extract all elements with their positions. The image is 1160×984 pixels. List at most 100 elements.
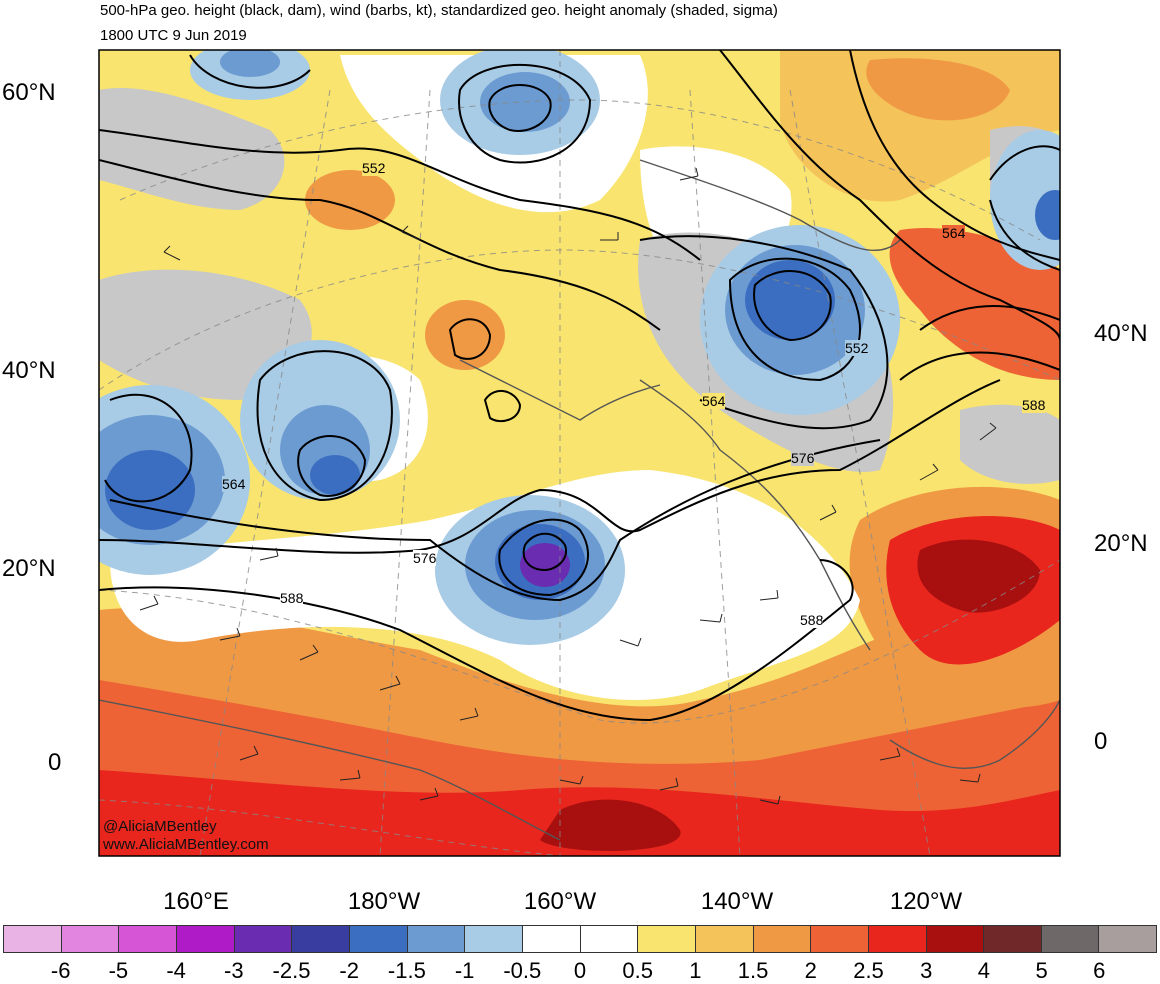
colorbar-label: 5 [1035,958,1048,983]
contour-east-ridge-2 [899,351,1060,381]
lon-label: 160°W [523,888,597,915]
contour-label: 588 [800,612,824,628]
colorbar-swatch [868,926,927,952]
colorbar-label: 3 [920,958,933,983]
contour-west-low [104,393,193,503]
lat-label-right: 0 [1094,728,1108,755]
anomaly-low-pacific-core [520,543,570,587]
colorbar [3,925,1157,953]
contour-label: 552 [845,340,869,356]
colorbar-label: -2.5 [272,958,311,983]
colorbar-label: 0 [573,958,587,983]
anomaly-nw-orange [866,58,1010,121]
colorbar-swatch [753,926,812,952]
contour-chukotka-low [448,318,492,360]
colorbar-swatch [580,926,639,952]
colorbar-swatch [1099,926,1157,952]
anomaly-low-west-core [105,450,195,530]
colorbar-swatch [926,926,985,952]
anomaly-low-nw-inner [220,50,280,77]
contour-east-ridge [919,305,1060,331]
wind-barbs [139,167,997,805]
map-valid-time: 1800 UTC 9 Jun 2019 [100,27,247,44]
contour-label: 576 [413,550,437,566]
anomaly-canada-red [889,228,1060,380]
map-frame-border [98,49,1061,857]
contour-north-ridge [99,129,701,261]
colorbar-label: -5 [108,958,129,983]
colorbar-swatch [61,926,120,952]
colorbar-swatch [292,926,350,952]
colorbar-label: 1.5 [737,958,769,983]
anomaly-warm-core-south [540,799,681,851]
colorbar-label: 2 [804,958,817,983]
colorbar-swatch [176,926,235,952]
anomaly-grey-siberia [99,269,312,400]
contour-alaska-dimple [483,390,522,423]
colorbar-swatch [407,926,466,952]
lon-label: 160°E [163,888,229,915]
colorbar-label: -0.5 [503,958,542,983]
contour-east-trough-1 [989,145,1060,181]
contour-east-trough-2 [989,199,1060,271]
anomaly-low-gulf-core [745,260,835,340]
contour-north-low-1 [458,64,592,164]
colorbar-swatch [4,926,62,952]
colorbar-swatch [234,926,293,952]
contour-label: 588 [1022,397,1046,413]
lat-label-left: 20°N [2,555,56,582]
colorbar-label: -1.5 [387,958,426,983]
lat-label-left: 0 [48,749,62,776]
colorbar-label: 6 [1093,958,1106,983]
graticule [99,50,1060,856]
colorbar-swatch [1041,926,1100,952]
colorbar-label: 4 [977,958,991,983]
colorbar-label: 1 [689,958,702,983]
contour-north-low-2 [488,84,552,132]
contour-label: 564 [942,225,966,241]
contour-north-ridge-2 [99,159,661,331]
lon-label: 180°W [347,888,421,915]
contour-label: 552 [362,160,386,176]
anomaly-low-bering-core [310,455,360,495]
lon-label: 140°W [700,888,774,915]
anomaly-low-east-core [1035,190,1060,240]
contour-576 [99,379,1001,554]
colorbar-label: 2.5 [853,958,884,983]
colorbar-label: -3 [224,958,244,983]
lat-label-left: 60°N [2,79,56,106]
colorbar-swatch [349,926,408,952]
map-title: 500-hPa geo. height (black, dam), wind (… [100,2,778,19]
anomaly-grey-east-us [960,404,1060,484]
contour-gulf-low-2 [753,270,832,342]
colorbar-label: -4 [166,958,186,983]
colorbar-swatch [695,926,754,952]
watermark-handle: @AliciaMBentley [103,818,217,835]
colorbar-swatch [984,926,1042,952]
anomaly-grey-west [99,88,285,210]
colorbar-swatch [465,926,523,952]
anomaly-sw-us-core [917,539,1040,613]
contour-label: 564 [702,393,726,409]
contour-canada [719,50,1060,341]
anomaly-high-chukotka [425,300,505,370]
contour-552-low [498,518,590,597]
lat-label-right: 40°N [1094,320,1148,347]
colorbar-swatch [522,926,581,952]
contour-bering-low-1 [256,350,393,502]
colorbar-swatch [811,926,869,952]
contour-low-pacific-inner [522,532,567,572]
contour-label: 588 [280,590,304,606]
lon-label: 120°W [889,888,963,915]
watermark-site: www.AliciaMBentley.com [103,836,269,853]
anomaly-high-alaska-n [305,170,395,230]
colorbar-label: -2 [339,958,359,983]
contour-564-pacific [109,439,881,602]
lat-label-left: 40°N [2,357,56,384]
colorbar-label: 0.5 [622,958,653,983]
lat-label-right: 20°N [1094,530,1148,557]
contour-bering-low-2 [297,435,367,497]
contour-label: 564 [222,476,246,492]
contour-gulf-trough [639,235,889,430]
